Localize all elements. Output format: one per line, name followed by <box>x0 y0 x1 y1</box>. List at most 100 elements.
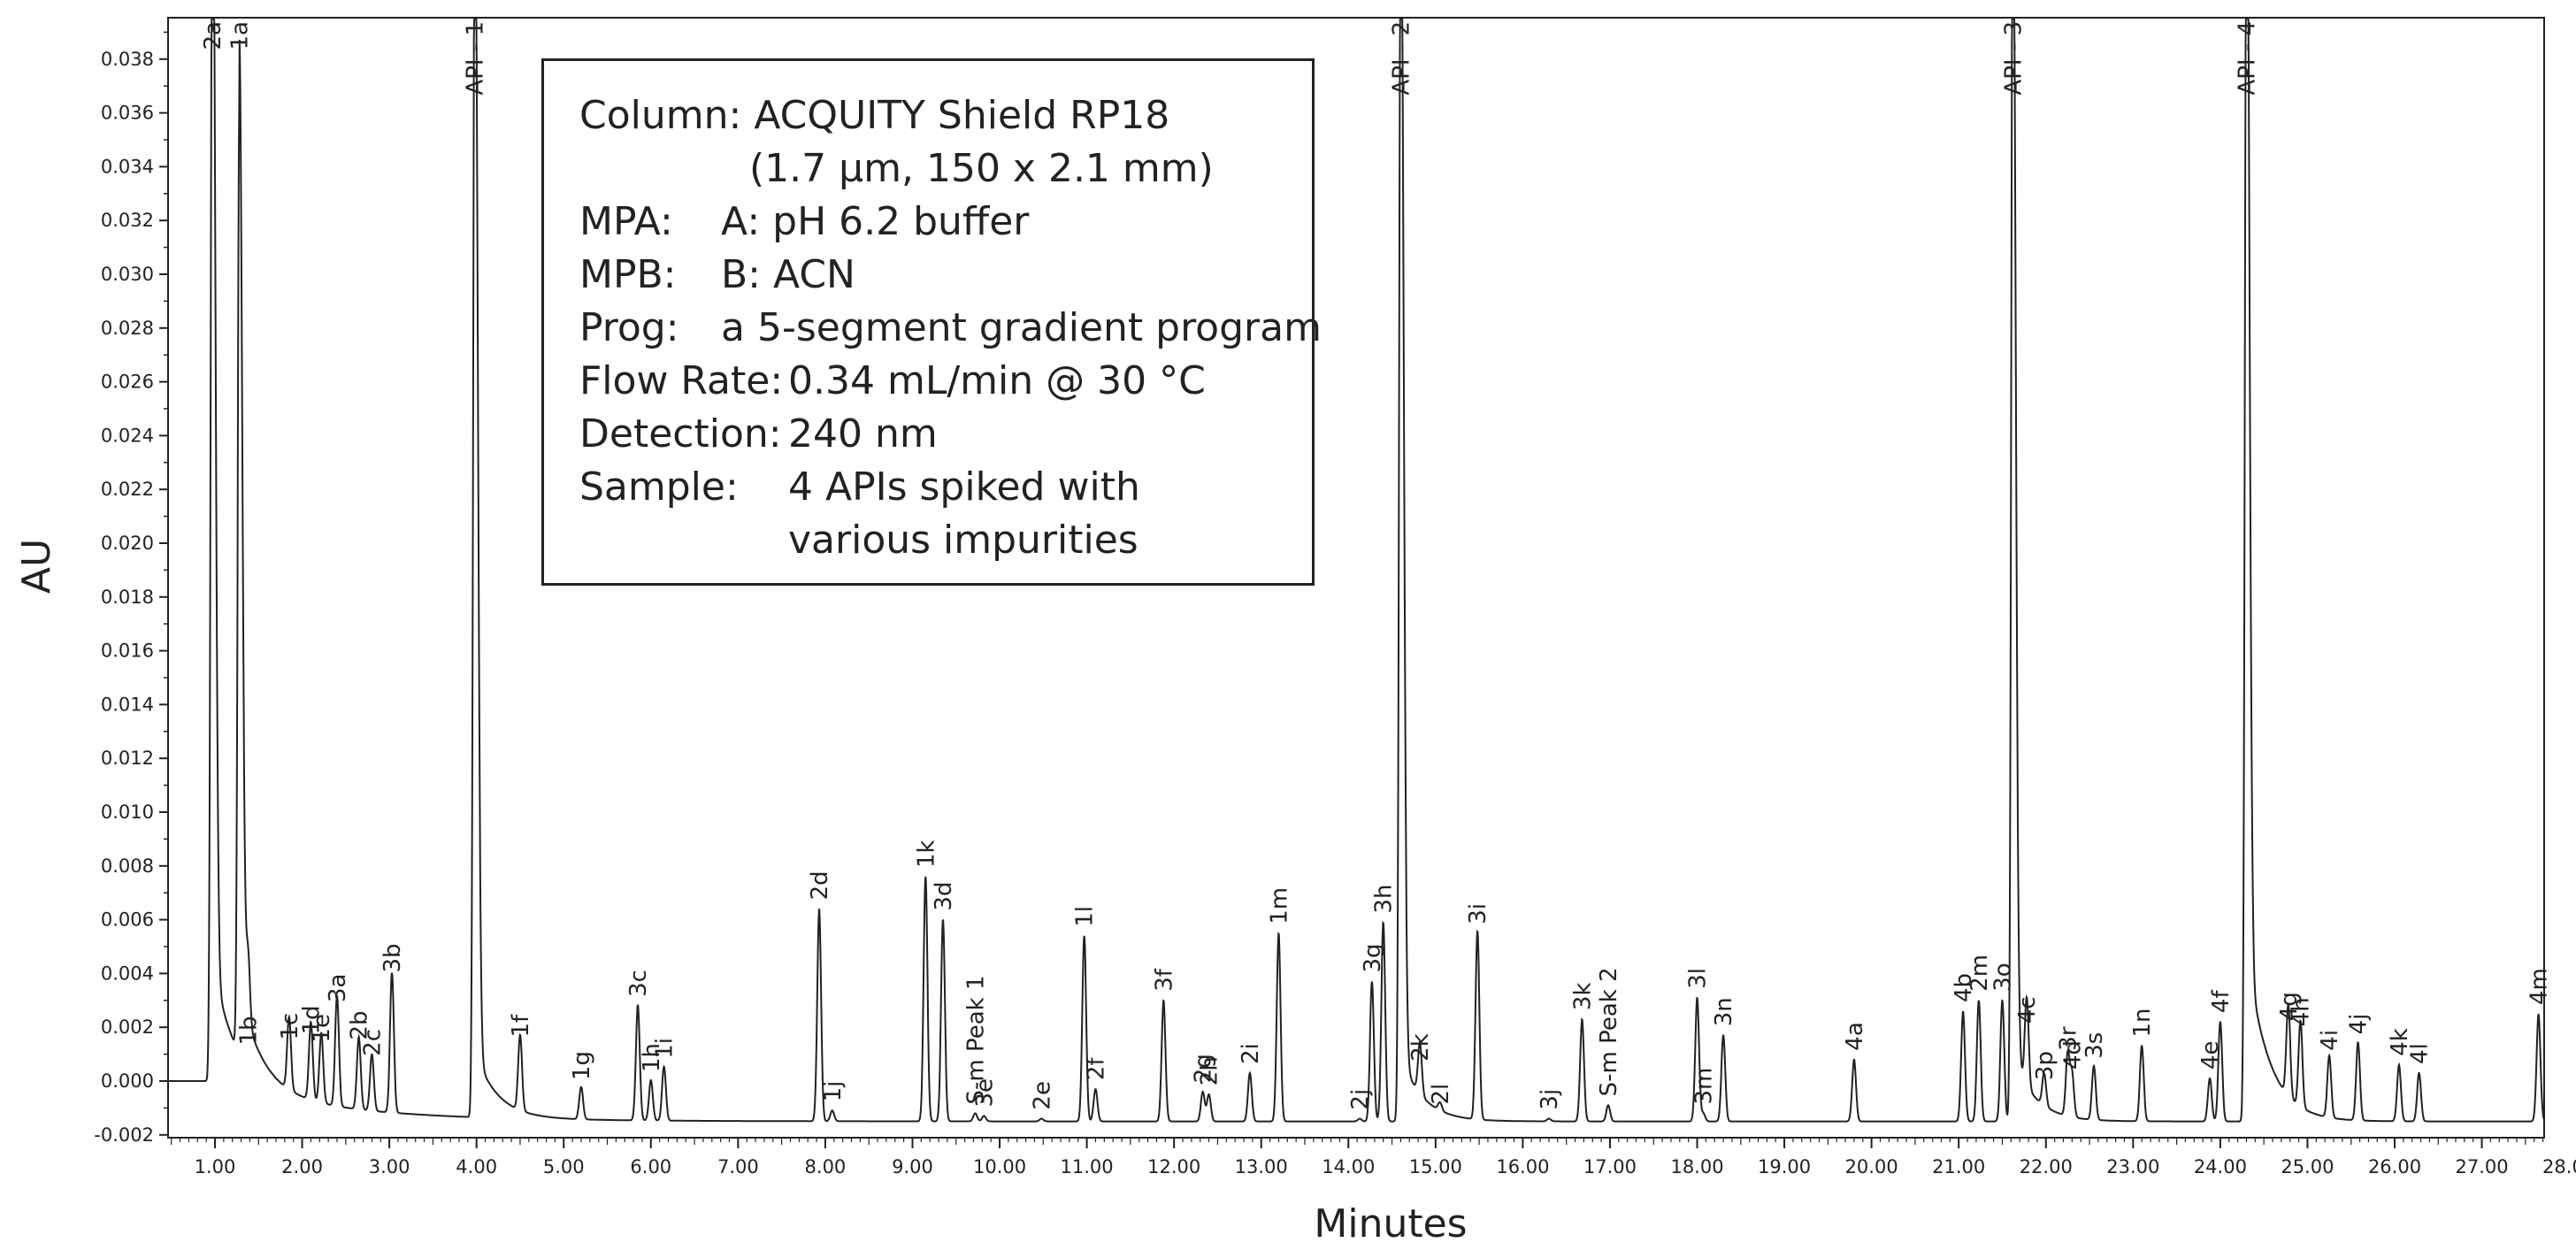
x-tick-label: 4.00 <box>456 1156 497 1177</box>
y-tick-label: 0.000 <box>101 1070 154 1092</box>
peak-label: API - 3 <box>2000 21 2027 96</box>
y-tick-label: 0.036 <box>101 103 154 124</box>
y-tick-label: 0.014 <box>101 694 154 715</box>
peak-label: 3e <box>971 1078 998 1108</box>
detection-value: 240 nm <box>788 411 938 456</box>
peak-label: 1m <box>1266 887 1292 924</box>
y-tick-label: 0.016 <box>101 641 154 662</box>
x-tick-label: 15.00 <box>1409 1156 1462 1177</box>
peak-label: 1i <box>652 1038 678 1059</box>
peak-label: 1a <box>227 21 254 50</box>
x-tick-label: 7.00 <box>717 1156 759 1177</box>
peak-label: 3h <box>1371 885 1398 914</box>
peak-label: 2m <box>1966 955 1993 992</box>
peak-label: 2i <box>1238 1043 1264 1064</box>
peak-label: 3r <box>2055 1026 2082 1051</box>
peak-label: 3c <box>625 970 652 997</box>
x-tick-label: 20.00 <box>1845 1156 1898 1177</box>
x-tick-label: 18.00 <box>1670 1156 1723 1177</box>
y-tick-label: 0.026 <box>101 372 154 393</box>
x-tick-label: 1.00 <box>195 1156 236 1177</box>
mpa-value: A: pH 6.2 buffer <box>721 199 1030 244</box>
peak-label: 1g <box>569 1051 595 1080</box>
x-axis: 1.00 2.00 3.00 4.00 5.00 6.00 7.00 8.00 9.00 10.0… <box>171 1138 2576 1177</box>
x-tick-label: 16.00 <box>1496 1156 1549 1177</box>
peak-label: 3p <box>2032 1051 2058 1080</box>
peak-label: 1f <box>508 1014 534 1038</box>
peak-label: 2b <box>347 1010 373 1039</box>
flow-rate-value: 0.34 mL/min @ 30 °C <box>788 358 1206 403</box>
peak-label: 3g <box>1360 943 1386 972</box>
x-tick-label: 24.00 <box>2194 1156 2247 1177</box>
y-tick-label: 0.028 <box>101 318 154 339</box>
flow-rate-label: Flow Rate: <box>579 358 784 403</box>
peak-label: 1b <box>236 1016 263 1046</box>
y-axis-title: AU <box>14 539 59 594</box>
y-tick-label: 0.030 <box>101 264 154 285</box>
peak-label: 3f <box>1151 968 1177 992</box>
peak-label: 3n <box>1711 997 1737 1026</box>
peak-label: 2g <box>1191 1054 1217 1083</box>
mpb-value: B: ACN <box>721 252 855 297</box>
x-tick-label: 10.00 <box>973 1156 1026 1177</box>
peak-label: 1l <box>1072 906 1099 927</box>
peak-label: 1j <box>820 1081 847 1102</box>
peak-label: 1e <box>309 1014 335 1043</box>
prog-value: a 5-segment gradient program <box>721 305 1322 350</box>
sample-value-1: 4 APIs spiked with <box>788 464 1140 510</box>
peak-label: 4h <box>2288 997 2315 1026</box>
detection-label: Detection: <box>579 411 782 456</box>
peak-label: S-m Peak 2 <box>1596 967 1622 1096</box>
x-tick-label: 6.00 <box>630 1156 671 1177</box>
chromatogram-trace <box>168 18 2545 1123</box>
peak-label: 2a <box>200 21 226 50</box>
peak-label: 3o <box>1990 963 2017 991</box>
peak-label: 4i <box>2317 1030 2343 1051</box>
y-tick-label: 0.012 <box>101 748 154 769</box>
peak-label: 2e <box>1029 1081 1055 1110</box>
x-tick-label: 19.00 <box>1758 1156 1811 1177</box>
peak-label: 4e <box>2197 1040 2224 1070</box>
peak-label: API - 1 <box>463 21 489 96</box>
x-tick-label: 17.00 <box>1583 1156 1637 1177</box>
peak-label: 4g <box>2276 992 2303 1021</box>
y-tick-label: 0.038 <box>101 49 154 70</box>
peak-label: 4d <box>2059 1040 2086 1070</box>
y-tick-label: 0.008 <box>101 855 154 877</box>
x-tick-label: 8.00 <box>805 1156 847 1177</box>
peak-label: 4b <box>1951 973 1977 1002</box>
peak-label: 3s <box>2082 1032 2108 1059</box>
x-tick-label: 5.00 <box>543 1156 585 1177</box>
sample-label: Sample: <box>579 464 739 510</box>
y-axis: -0.002 0.000 0.002 0.004 0.006 0.008 0.010 0.01… <box>94 31 168 1146</box>
y-tick-label: 0.006 <box>101 909 154 931</box>
peak-label: S-m Peak 1 <box>962 975 989 1104</box>
peak-label: 3i <box>1465 903 1491 924</box>
peak-label: 1c <box>277 1013 303 1040</box>
x-tick-label: 3.00 <box>369 1156 410 1177</box>
peak-label: 3b <box>380 943 406 972</box>
peak-label: 1d <box>298 1005 325 1034</box>
y-tick-label: 0.032 <box>101 210 154 231</box>
peak-label: 4k <box>2387 1028 2413 1056</box>
y-tick-label: 0.034 <box>101 156 154 177</box>
peak-label: 4a <box>1842 1022 1868 1050</box>
x-tick-label: 12.00 <box>1147 1156 1200 1177</box>
peak-label: 1h <box>639 1043 665 1072</box>
x-tick-label: 11.00 <box>1061 1156 1114 1177</box>
peak-label: 4c <box>2014 996 2041 1024</box>
x-tick-label: 21.00 <box>1932 1156 1985 1177</box>
column-line: Column: ACQUITY Shield RP18 <box>579 93 1170 138</box>
peak-label: 3j <box>1537 1089 1563 1110</box>
plot-area <box>167 17 2545 1139</box>
x-tick-label: 13.00 <box>1235 1156 1288 1177</box>
peak-label: 3l <box>1685 968 1712 989</box>
peak-label: 2l <box>1428 1084 1454 1105</box>
peak-label: 2f <box>1084 1057 1110 1081</box>
peak-label: 2j <box>1347 1089 1374 1110</box>
peak-label: 3d <box>931 882 957 911</box>
peak-label: 3k <box>1569 982 1596 1010</box>
x-tick-label: 26.00 <box>2368 1156 2421 1177</box>
peak-label: 1n <box>2129 1008 2156 1037</box>
